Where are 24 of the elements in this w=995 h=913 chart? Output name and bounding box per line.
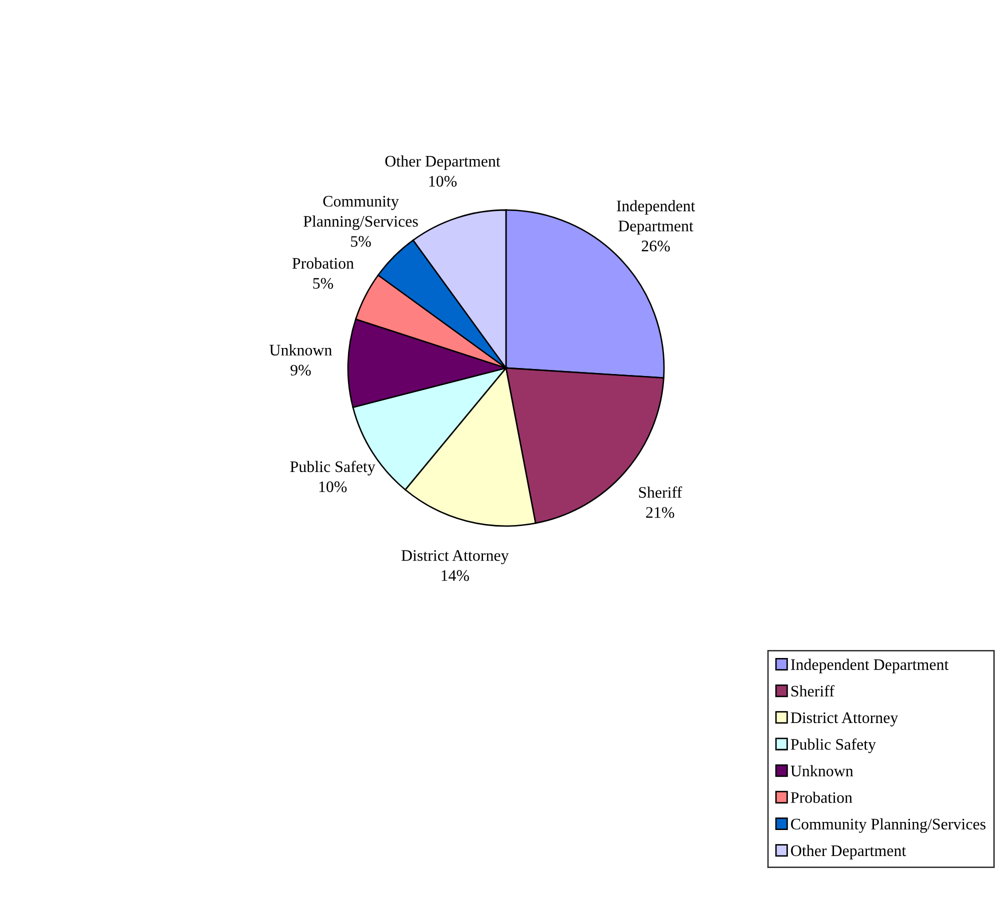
slice-label: Independent Department	[616, 200, 696, 235]
legend-label: Community Planning/Services	[791, 818, 986, 833]
legend-label: District Attorney	[790, 712, 898, 726]
slice-label: Probation	[292, 257, 354, 269]
data-label: 10%	[429, 176, 457, 187]
slice-label: Unknown	[270, 344, 332, 356]
legend-label: Independent Department	[790, 658, 949, 674]
legend-label: Public Safety	[790, 738, 876, 754]
slice-label: Other Department	[385, 155, 500, 170]
data-label: 21%	[646, 507, 674, 518]
slice-label: Community Planning/Services	[304, 196, 418, 230]
data-label: 26%	[642, 240, 670, 252]
data-label: 14%	[442, 570, 470, 582]
legend-label: Other Department	[791, 844, 906, 860]
legend-label: Sheriff	[791, 685, 834, 697]
data-label: 9%	[290, 364, 311, 376]
data-label: 10%	[319, 481, 347, 492]
legend-label: Probation	[790, 792, 852, 803]
slice-label: District Attorney	[401, 550, 509, 564]
legend-label: Unknown	[790, 765, 854, 776]
slice-label: Public Safety	[290, 460, 376, 476]
data-label: 5%	[351, 236, 371, 247]
slice-label: Sheriff	[639, 486, 682, 498]
data-label: 5%	[313, 278, 334, 289]
